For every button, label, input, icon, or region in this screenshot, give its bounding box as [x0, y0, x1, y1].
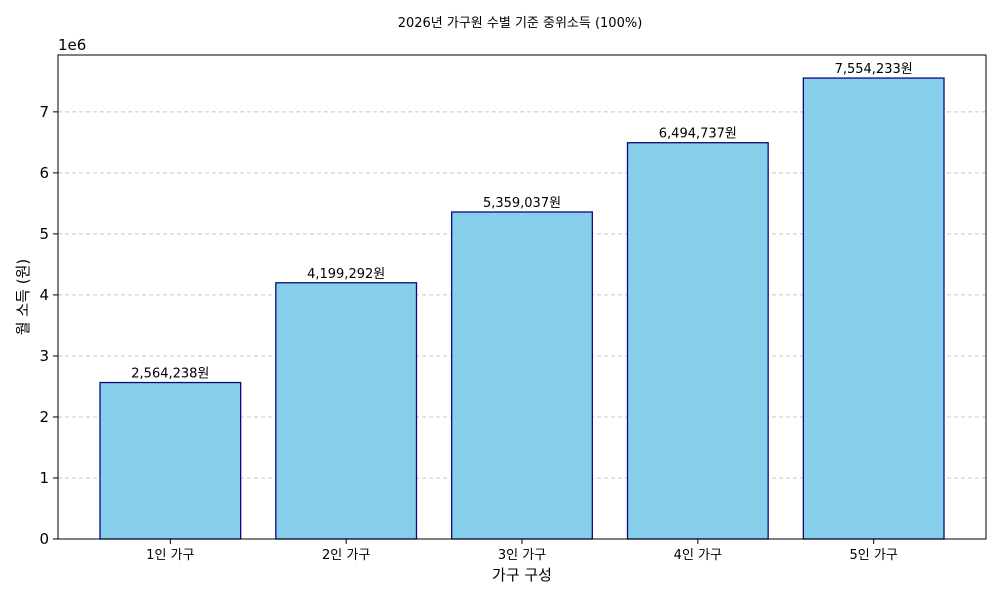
chart-title: 2026년 가구원 수별 기준 중위소득 (100%) [398, 16, 643, 31]
y-tick-label: 2 [39, 408, 49, 426]
bar [451, 211, 593, 540]
y-tick-label: 5 [39, 225, 49, 243]
x-tick-label: 4인 가구 [674, 548, 722, 563]
y-offset-label: 1e6 [58, 36, 86, 54]
bar [802, 77, 945, 540]
data-label: 4,199,292원 [307, 267, 385, 282]
bars [99, 77, 945, 540]
data-labels: 2,564,238원 4,199,292원 5,359,037원 6,494,737원… [131, 62, 912, 381]
x-axis-label: 가구 구성 [492, 566, 552, 584]
data-label: 7,554,233원 [835, 62, 913, 77]
data-label: 2,564,238원 [131, 367, 209, 382]
data-label: 5,359,037원 [483, 196, 561, 211]
y-tick-label: 0 [39, 530, 49, 548]
y-axis-label: 월 소득 (원) [14, 259, 32, 335]
y-tick-label: 4 [39, 286, 49, 304]
y-tick-label: 1 [39, 469, 49, 487]
x-axis: 1인 가구 2인 가구 3인 가구 4인 가구 5인 가구 [146, 539, 898, 563]
bar [275, 282, 418, 540]
data-label: 6,494,737원 [659, 127, 737, 142]
bar [99, 381, 242, 540]
x-tick-label: 2인 가구 [322, 548, 370, 563]
y-axis: 0 1 2 3 4 5 6 7 [39, 103, 58, 548]
x-tick-label: 3인 가구 [498, 548, 546, 563]
y-tick-label: 3 [39, 347, 49, 365]
y-tick-label: 7 [39, 103, 49, 121]
y-tick-label: 6 [39, 164, 49, 182]
bar [626, 142, 769, 540]
x-tick-label: 1인 가구 [146, 548, 194, 563]
x-tick-label: 5인 가구 [850, 548, 898, 563]
